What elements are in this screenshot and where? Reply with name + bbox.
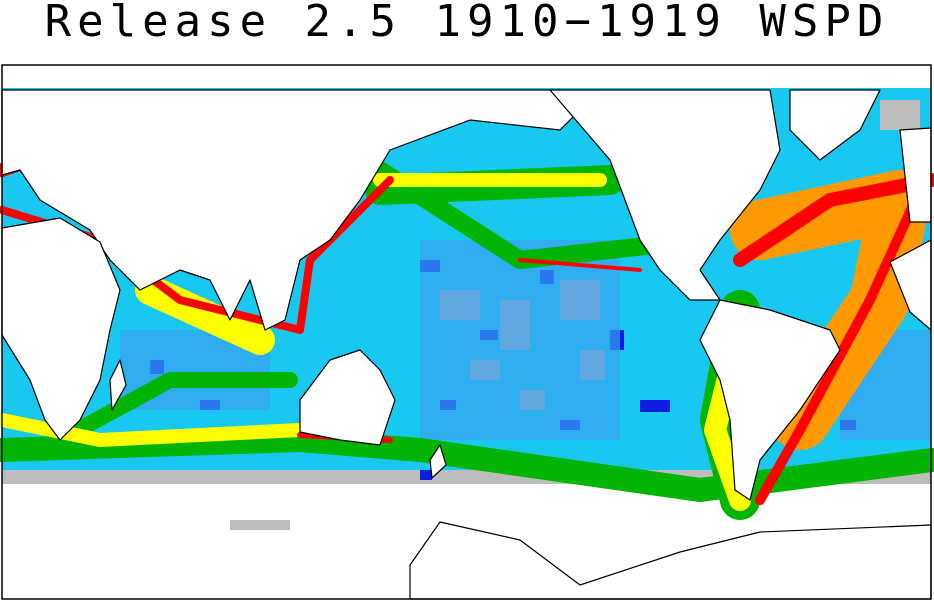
- map-frame: [1, 64, 932, 600]
- map-area: [0, 64, 934, 600]
- coastlines: [1, 89, 932, 600]
- map-title: Release 2.5 1910−1919 WSPD: [45, 0, 890, 47]
